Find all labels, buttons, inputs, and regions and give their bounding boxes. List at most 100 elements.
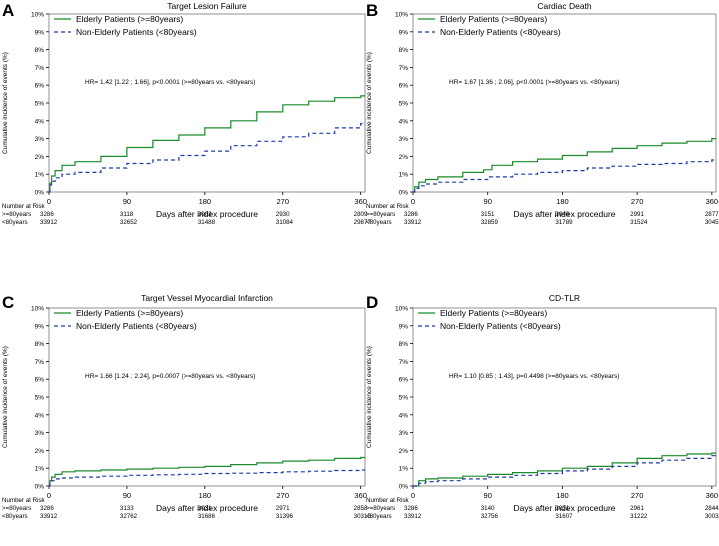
plot-frame [48,307,366,487]
risk-value: 31524 [630,219,648,226]
plot-frame [412,13,717,193]
chart-title: Target Vessel Myocardial Infarction [141,293,273,303]
x-tick-label: 270 [276,197,289,206]
hazard-ratio-annotation: HR= 1.67 [1.36 ; 2.06], p<0.0001 (>=80ye… [449,79,619,86]
risk-value: 32762 [120,513,138,520]
risk-value: 32652 [120,219,138,226]
y-tick-label: 8% [399,47,409,54]
series-line-elderly [413,452,716,487]
risk-value: 31488 [198,219,216,226]
risk-value: 2858 [354,505,368,512]
risk-value: 2877 [705,211,719,218]
y-tick-label: 1% [35,466,45,473]
risk-value: 33912 [404,219,422,226]
x-tick-label: 180 [556,491,569,500]
risk-value: 3140 [481,505,495,512]
risk-value: 2844 [705,505,719,512]
chart-title: Cardiac Death [537,1,592,11]
y-axis-label: Cumulative incidence of events (%) [366,346,373,448]
panel-d: D CD-TLR 0% 1% 2% 3% 4% 5% 6% 7% 8% 9% 10% Cumulative… [366,293,719,520]
series-line-elderly [49,95,365,193]
x-axis-label: Days after index procedure [156,503,258,513]
legend-label-elderly: Elderly Patients (>=80years) [440,308,547,318]
y-tick-label: 6% [35,377,45,384]
risk-value: 3031 [198,505,212,512]
risk-row-label: >=80years [2,211,31,218]
y-tick-label: 4% [399,118,409,125]
x-tick-label: 270 [276,491,289,500]
y-tick-label: 3% [35,430,45,437]
y-axis-label: Cumulative incidence of events (%) [2,346,9,448]
x-tick-label: 90 [484,491,492,500]
x-tick-label: 270 [631,197,644,206]
y-tick-label: 1% [399,172,409,179]
plot-frame [48,13,366,193]
x-tick-label: 90 [484,197,492,206]
series-line-non-elderly [413,159,717,193]
y-tick-label: 6% [399,377,409,384]
legend-label-elderly: Elderly Patients (>=80years) [440,14,547,24]
panel-a: A Target Lesion Failure 0% 1% 2% 3% 4% 5% 6% 7% 8%… [2,1,371,226]
x-tick-label: 360 [354,491,367,500]
x-tick-label: 0 [47,197,51,206]
risk-value: 2971 [276,505,290,512]
x-axis-label: Days after index procedure [513,503,615,513]
risk-value: 3151 [481,211,495,218]
risk-table-header: Number at Risk [366,497,410,504]
x-tick-label: 90 [123,491,131,500]
y-tick-label: 10% [31,306,44,313]
y-tick-label: 1% [399,466,409,473]
risk-value: 2930 [276,211,290,218]
risk-value: 2961 [630,505,644,512]
risk-row-label: <80years [2,513,28,520]
y-tick-label: 7% [35,65,45,72]
y-tick-label: 2% [35,154,45,161]
risk-value: 3031 [555,505,569,512]
x-tick-label: 0 [411,197,415,206]
x-tick-label: 180 [556,197,569,206]
legend-label-non-elderly: Non-Elderly Patients (<80years) [440,27,561,37]
series-line-elderly [49,456,365,487]
risk-row-label: >=80years [366,211,395,218]
risk-value: 31396 [276,513,294,520]
y-tick-label: 9% [399,29,409,36]
y-tick-label: 0% [399,484,409,491]
y-tick-label: 9% [35,323,45,330]
x-tick-label: 360 [706,491,719,500]
y-tick-label: 8% [35,47,45,54]
y-tick-label: 9% [399,323,409,330]
risk-row-label: >=80years [366,505,395,512]
panel-b: B Cardiac Death 0% 1% 2% 3% 4% 5% 6% 7% 8% 9% 10% Cum… [366,1,719,226]
risk-row-label: <80years [366,219,392,226]
risk-row-label: <80years [2,219,28,226]
y-tick-label: 7% [399,65,409,72]
legend-label-non-elderly: Non-Elderly Patients (<80years) [76,27,197,37]
series-line-elderly [413,138,716,193]
panel-letter: A [2,1,14,20]
x-tick-label: 0 [411,491,415,500]
y-tick-label: 7% [35,359,45,366]
risk-value: 30451 [705,219,719,226]
series-line-non-elderly [49,122,366,193]
y-tick-label: 0% [399,190,409,197]
risk-value: 30038 [705,513,719,520]
panel-letter: C [2,293,14,312]
y-tick-label: 6% [399,83,409,90]
risk-value: 2991 [630,211,644,218]
risk-value: 3286 [404,505,418,512]
y-tick-label: 8% [399,341,409,348]
risk-value: 32756 [481,513,499,520]
risk-value: 3286 [404,211,418,218]
y-tick-label: 3% [35,136,45,143]
y-tick-label: 5% [35,395,45,402]
risk-value: 3002 [198,211,212,218]
y-tick-label: 2% [35,448,45,455]
legend-label-elderly: Elderly Patients (>=80years) [76,308,183,318]
hazard-ratio-annotation: HR= 1.42 [1.22 ; 1.66], p<0.0001 (>=80ye… [85,79,255,86]
x-tick-label: 180 [199,197,212,206]
risk-value: 3133 [120,505,134,512]
x-tick-label: 360 [706,197,719,206]
x-tick-label: 270 [631,491,644,500]
legend-label-non-elderly: Non-Elderly Patients (<80years) [440,321,561,331]
x-tick-label: 360 [354,197,367,206]
